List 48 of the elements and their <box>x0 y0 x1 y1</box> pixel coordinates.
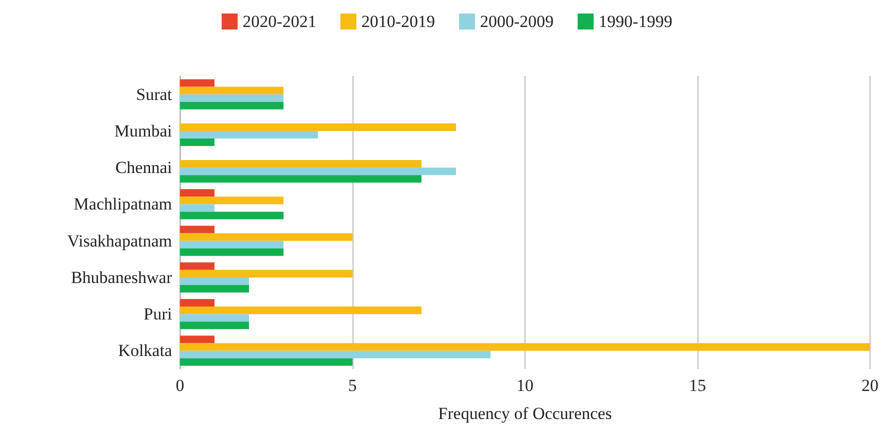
legend-label: 2000-2009 <box>480 12 554 31</box>
x-tick-label: 10 <box>516 376 534 395</box>
y-tick-label: Kolkata <box>118 341 172 360</box>
bar <box>180 204 214 212</box>
y-tick-label: Mumbai <box>114 121 172 140</box>
bar <box>180 196 284 204</box>
bar <box>180 79 214 87</box>
legend-label: 2020-2021 <box>242 12 316 31</box>
bar <box>180 277 249 285</box>
bar <box>180 343 870 351</box>
y-tick-label: Puri <box>144 304 172 324</box>
bar <box>180 306 422 314</box>
bar <box>180 336 214 344</box>
x-tick-label: 5 <box>348 376 357 395</box>
bar <box>180 168 456 176</box>
bar <box>180 240 284 248</box>
bar <box>180 358 352 366</box>
y-tick-label: Chennai <box>115 158 172 178</box>
x-tick-label: 15 <box>689 376 706 395</box>
bar <box>180 284 249 292</box>
y-tick-label: Bhubaneshwar <box>70 268 172 287</box>
y-tick-label: Surat <box>136 84 172 104</box>
legend-label: 1990-1999 <box>598 12 672 31</box>
y-tick-label: Machlipatnam <box>74 194 172 214</box>
bar <box>180 314 249 322</box>
bar <box>180 94 284 102</box>
x-tick-label: 20 <box>862 376 878 395</box>
y-tick-label: Visakhapatnam <box>67 231 172 250</box>
bar <box>180 138 214 146</box>
bar <box>180 130 318 138</box>
bar <box>180 270 352 278</box>
x-tick-label: 0 <box>176 376 184 395</box>
bar <box>180 248 284 256</box>
bar <box>180 189 214 197</box>
bar <box>180 322 249 330</box>
bar <box>180 262 214 270</box>
bar <box>180 350 490 358</box>
bar <box>180 123 456 131</box>
bar <box>180 233 352 241</box>
bar <box>180 212 284 220</box>
bar <box>180 175 422 183</box>
bar <box>180 102 284 110</box>
bar <box>180 86 284 94</box>
legend-label: 2010-2019 <box>361 12 436 31</box>
bar <box>180 299 214 307</box>
bar <box>180 160 422 168</box>
bar <box>180 226 214 234</box>
x-axis-title: Frequency of Occurences <box>438 404 612 423</box>
